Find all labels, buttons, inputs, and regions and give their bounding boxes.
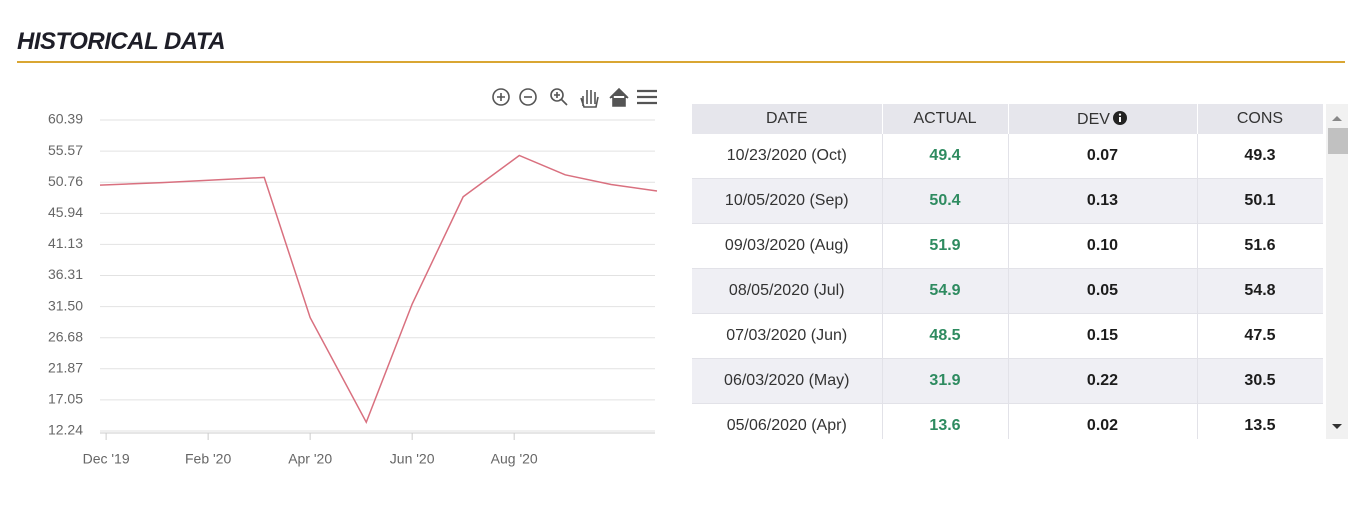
pan-button[interactable] xyxy=(580,90,599,108)
actual-cell: 50.4 xyxy=(882,178,1009,224)
date-cell: 10/23/2020 (Oct) xyxy=(692,134,883,179)
x-tick-label: Aug '20 xyxy=(491,451,538,467)
column-header-text: CONS xyxy=(1236,110,1284,127)
column-header: ACTUAL xyxy=(882,104,1009,134)
toolbar[interactable] xyxy=(492,87,657,108)
zoom-in-button[interactable] xyxy=(492,88,510,106)
y-tick-label: 41.13 xyxy=(48,235,83,251)
scroll-thumb[interactable] xyxy=(1328,128,1348,154)
dev-cell: 0.22 xyxy=(1008,358,1198,404)
data-line xyxy=(99,154,658,425)
cons-cell: 47.5 xyxy=(1197,313,1323,359)
x-tick-label: Dec '19 xyxy=(83,451,130,467)
table: DATE ACTUAL DEV CONS 10/23/2020 (Oct) 49.4 0.0… xyxy=(692,104,1323,439)
column-header-text: ACTUAL xyxy=(913,110,977,127)
actual-cell: 51.9 xyxy=(882,223,1009,269)
y-tick-label: 50.76 xyxy=(48,173,83,189)
cons-cell: 30.5 xyxy=(1197,358,1323,404)
dev-cell: 0.15 xyxy=(1008,313,1198,359)
column-header: DATE xyxy=(692,104,883,134)
actual-cell: 49.4 xyxy=(882,134,1009,179)
date-cell: 09/03/2020 (Aug) xyxy=(692,223,883,269)
actual-cell: 48.5 xyxy=(882,313,1009,359)
y-tick-label: 26.68 xyxy=(48,328,83,344)
y-tick-label: 45.94 xyxy=(48,204,83,220)
column-header-text: DEV xyxy=(1077,110,1110,128)
cons-cell: 49.3 xyxy=(1197,134,1323,179)
date-cell: 08/05/2020 (Jul) xyxy=(692,268,883,314)
cons-cell: 50.1 xyxy=(1197,178,1323,224)
actual-cell: 31.9 xyxy=(882,358,1009,404)
table-row: 07/03/2020 (Jun) 48.5 0.15 47.5 xyxy=(692,313,1323,359)
zoom-button[interactable] xyxy=(550,88,564,102)
dev-cell: 0.02 xyxy=(1008,403,1198,439)
x-tick-label: Apr '20 xyxy=(288,451,332,467)
table-row: 08/05/2020 (Jul) 54.9 0.05 54.8 xyxy=(692,268,1323,314)
date-cell: 10/05/2020 (Sep) xyxy=(692,178,883,224)
header-row: DATE ACTUAL DEV CONS xyxy=(692,104,1323,134)
dev-cell: 0.05 xyxy=(1008,268,1198,314)
title-rule xyxy=(17,61,1345,63)
y-tick-label: 17.05 xyxy=(48,391,83,407)
cons-cell: 13.5 xyxy=(1197,403,1323,439)
scroll-arrows xyxy=(1332,116,1342,429)
menu-button[interactable] xyxy=(637,89,657,105)
dev-cell: 0.07 xyxy=(1008,134,1198,179)
table-row: 10/05/2020 (Sep) 50.4 0.13 50.1 xyxy=(692,178,1323,224)
column-header-text: DATE xyxy=(766,110,808,127)
info-icon[interactable] xyxy=(1112,110,1128,126)
table-row: 05/06/2020 (Apr) 13.6 0.02 13.5 xyxy=(692,403,1323,439)
date-cell: 05/06/2020 (Apr) xyxy=(692,403,883,439)
column-header: DEV xyxy=(1008,104,1198,134)
x-tick-label: Feb '20 xyxy=(185,451,231,467)
date-cell: 06/03/2020 (May) xyxy=(692,358,883,404)
x-tick-label: Jun '20 xyxy=(390,451,435,467)
cons-cell: 51.6 xyxy=(1197,223,1323,269)
data-table: DATE ACTUAL DEV CONS 10/23/2020 (Oct) 49.4 0.0… xyxy=(692,104,1323,439)
actual-cell: 54.9 xyxy=(882,268,1009,314)
y-tick-label: 60.39 xyxy=(48,111,83,127)
table-row: 06/03/2020 (May) 31.9 0.22 30.5 xyxy=(692,358,1323,404)
section-title: HISTORICAL DATA xyxy=(17,28,226,55)
cons-cell: 54.8 xyxy=(1197,268,1323,314)
y-tick-label: 36.31 xyxy=(48,266,83,282)
dev-cell: 0.13 xyxy=(1008,178,1198,224)
table-row: 10/23/2020 (Oct) 49.4 0.07 49.3 xyxy=(692,134,1323,179)
chart: 12.24 17.05 21.87 26.68 31.50 36.31 41.13 45.94… xyxy=(48,87,658,467)
dev-cell: 0.10 xyxy=(1008,223,1198,269)
y-tick-label: 55.57 xyxy=(48,142,83,158)
home-button[interactable] xyxy=(609,87,629,107)
y-tick-label: 31.50 xyxy=(48,297,83,313)
scrollbar[interactable] xyxy=(1326,104,1348,439)
table-row: 09/03/2020 (Aug) 51.9 0.10 51.6 xyxy=(692,223,1323,269)
y-tick-label: 12.24 xyxy=(48,422,83,438)
date-cell: 07/03/2020 (Jun) xyxy=(692,313,883,359)
zoom-out-button[interactable] xyxy=(519,88,537,106)
y-tick-label: 21.87 xyxy=(48,360,83,376)
column-header: CONS xyxy=(1197,104,1323,134)
actual-cell: 13.6 xyxy=(882,403,1009,439)
